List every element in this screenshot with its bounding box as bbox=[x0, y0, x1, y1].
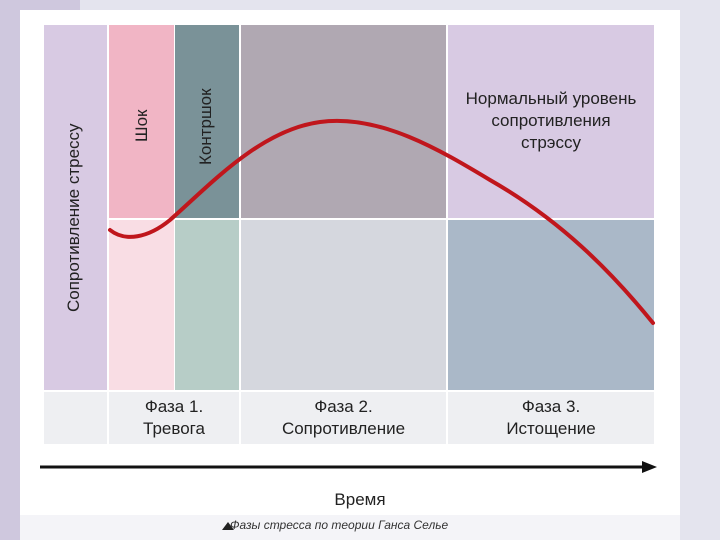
stress-curve-canvas bbox=[40, 118, 657, 473]
phase1-title: Фаза 1. bbox=[144, 397, 204, 416]
time-axis-arrowhead bbox=[642, 461, 657, 473]
phase3-name: Истощение bbox=[506, 419, 596, 438]
band-divider bbox=[107, 392, 109, 444]
normal-level-line2: сопротивления bbox=[491, 111, 611, 130]
phase2-label: Фаза 2. Сопротивление bbox=[241, 396, 446, 440]
phase2-name: Сопротивление bbox=[281, 419, 406, 438]
phase1-label: Фаза 1. Тревога bbox=[109, 396, 239, 440]
phase2-title: Фаза 2. bbox=[314, 397, 373, 416]
phase3-title: Фаза 3. bbox=[521, 397, 581, 416]
y-axis-band bbox=[44, 25, 107, 390]
band-divider bbox=[239, 392, 241, 444]
normal-level-caption: Нормальный уровень сопротивления стрэссу bbox=[448, 88, 654, 154]
band-divider bbox=[446, 392, 448, 444]
caption-bar bbox=[20, 515, 680, 540]
phase3-label: Фаза 3. Истощение bbox=[448, 396, 654, 440]
time-axis-label: Время bbox=[334, 490, 386, 509]
diagram-frame: Сопротивление стрессу Шок Контршок Норма… bbox=[20, 10, 680, 515]
phase3-zone-lower bbox=[448, 220, 654, 390]
triangle-icon bbox=[222, 522, 234, 530]
countershock-zone-lower bbox=[175, 220, 239, 390]
figure-caption: Фазы стресса по теории Ганса Селье bbox=[230, 518, 449, 532]
normal-level-line1: Нормальный уровень bbox=[465, 89, 637, 108]
shock-zone-lower bbox=[109, 220, 174, 390]
phase3-zone bbox=[448, 25, 654, 218]
shock-zone bbox=[109, 25, 174, 218]
phase-labels-band bbox=[44, 392, 654, 444]
phase1-name: Тревога bbox=[143, 419, 205, 438]
phase2-zone-lower bbox=[241, 220, 446, 390]
stress-resistance-curve bbox=[108, 118, 655, 325]
normal-level-line3: стрэссу bbox=[521, 133, 581, 152]
